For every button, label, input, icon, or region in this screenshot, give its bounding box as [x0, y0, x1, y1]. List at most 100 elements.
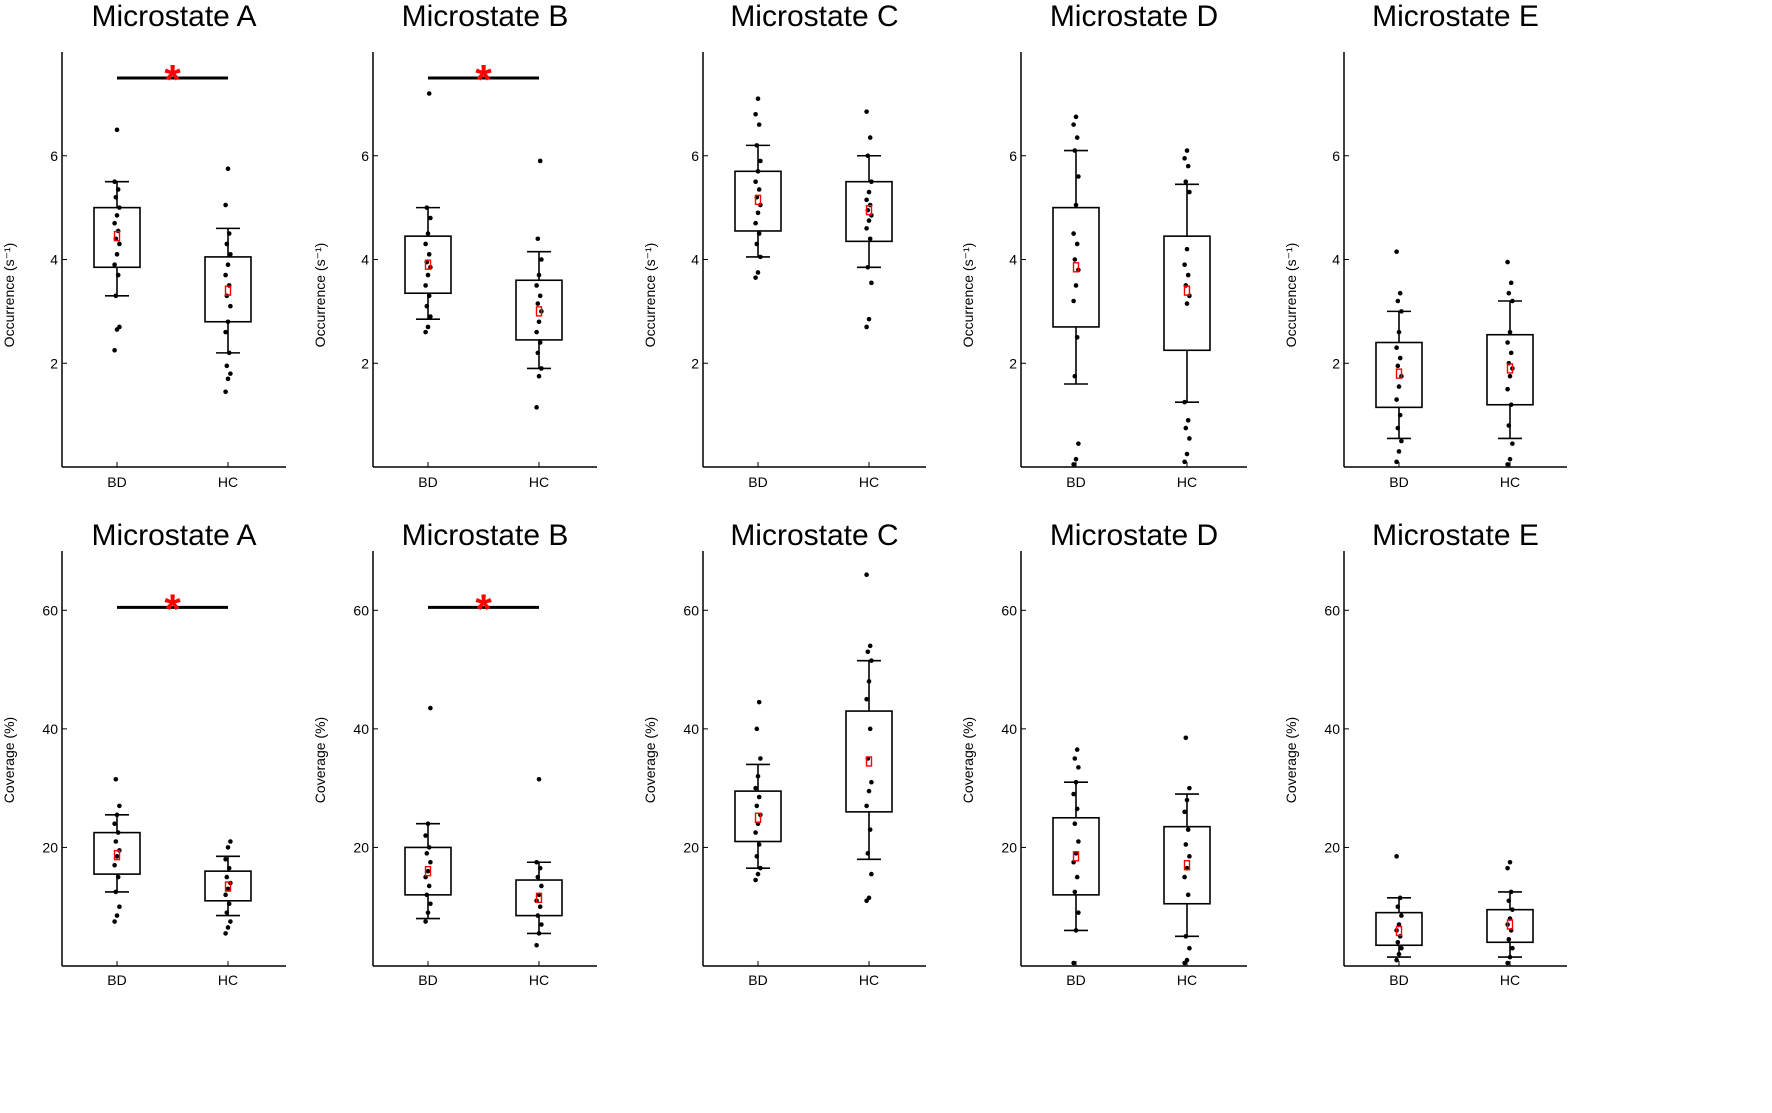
mean-marker [1395, 925, 1403, 937]
data-point [228, 303, 233, 309]
interquartile-box [515, 279, 563, 341]
category-label-hc: HC [859, 972, 879, 988]
data-point [112, 919, 117, 924]
interquartile-box [1486, 908, 1534, 944]
y-tick-label: 4 [361, 252, 369, 268]
data-point [1399, 945, 1404, 951]
data-point [1182, 874, 1187, 880]
data-point [1072, 373, 1078, 379]
panel-title: Microstate E [1372, 0, 1539, 33]
data-point [1184, 148, 1190, 153]
data-point [226, 231, 232, 236]
data-point [535, 350, 541, 356]
data-point [1183, 934, 1189, 939]
data-point [228, 919, 233, 924]
significance-star: * [475, 585, 492, 632]
data-point [869, 658, 874, 663]
panel-title: Microstate C [730, 519, 898, 552]
significance-star: * [164, 585, 181, 632]
data-point [1071, 960, 1076, 966]
data-point [1394, 249, 1399, 255]
boxplot-hc [515, 776, 563, 948]
data-point [758, 756, 763, 761]
y-tick-label: 2 [1332, 355, 1340, 371]
mean-marker [535, 306, 543, 317]
data-point [1510, 945, 1515, 951]
boxplot-hc [1486, 859, 1534, 966]
data-point [225, 166, 231, 172]
mean-marker [1506, 363, 1514, 374]
y-axis-label: Coverage (%) [312, 717, 328, 803]
data-point [223, 389, 228, 395]
data-point [1396, 329, 1402, 335]
data-point [867, 827, 873, 832]
data-point [1072, 889, 1078, 895]
panel-title: Microstate A [91, 519, 256, 552]
data-point [1187, 854, 1192, 859]
data-point [1395, 904, 1401, 910]
y-axis-label: Coverage (%) [1283, 717, 1299, 803]
data-point [1182, 809, 1187, 815]
data-point [537, 158, 543, 164]
data-point [754, 854, 760, 859]
data-point [1510, 298, 1515, 304]
data-point [534, 405, 539, 410]
data-point [1508, 350, 1514, 356]
data-point [1073, 202, 1079, 208]
y-tick-label: 6 [361, 148, 369, 164]
data-point [114, 854, 120, 859]
data-point [537, 340, 543, 345]
data-point [114, 213, 120, 218]
data-point [866, 316, 872, 322]
data-point [534, 329, 539, 335]
data-point [425, 868, 431, 874]
data-point [758, 158, 763, 164]
data-point [755, 773, 761, 779]
data-point [1187, 945, 1192, 951]
category-label-hc: HC [1177, 972, 1197, 988]
mean-marker [1183, 860, 1191, 871]
data-point [534, 283, 539, 288]
data-point [1073, 283, 1079, 288]
data-point [117, 803, 122, 809]
data-point [1184, 451, 1190, 457]
data-point [869, 871, 874, 877]
data-point [1182, 399, 1187, 405]
category-label-hc: HC [1500, 474, 1520, 490]
data-point [1183, 735, 1189, 741]
mean-marker [1072, 262, 1080, 273]
data-point [536, 373, 542, 379]
data-point [1510, 907, 1515, 912]
data-point [1074, 135, 1080, 140]
data-point [756, 231, 762, 236]
data-point [1072, 821, 1078, 827]
data-point [534, 859, 539, 865]
data-point [756, 187, 762, 192]
data-point [866, 788, 872, 794]
data-point [1071, 231, 1076, 236]
data-point [869, 779, 874, 785]
data-point [113, 194, 119, 200]
data-point [1185, 163, 1191, 169]
y-tick-label: 2 [50, 355, 58, 371]
data-point [864, 324, 869, 330]
data-point [753, 785, 758, 791]
data-point [425, 231, 431, 236]
boxplot-hc [204, 839, 252, 936]
data-point [225, 845, 231, 850]
data-point [425, 821, 431, 827]
category-label-hc: HC [529, 474, 549, 490]
data-point [535, 913, 541, 918]
y-tick-label: 4 [50, 252, 58, 268]
panel-title: Microstate C [730, 0, 898, 33]
mean-marker [1395, 368, 1403, 379]
data-point [1505, 259, 1510, 265]
data-point [1397, 355, 1403, 361]
data-point [755, 210, 761, 216]
data-point [112, 179, 117, 184]
data-point [1182, 262, 1187, 267]
y-tick-label: 20 [1324, 839, 1340, 855]
mean-marker [224, 881, 232, 892]
category-label-bd: BD [1389, 474, 1408, 490]
data-point [537, 293, 543, 299]
